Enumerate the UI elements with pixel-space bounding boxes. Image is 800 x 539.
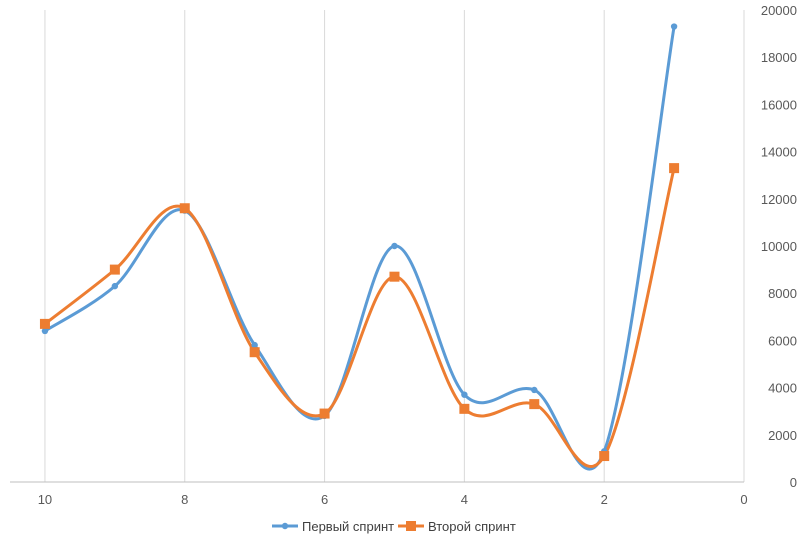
x-tick-label: 0 [740,492,747,507]
y-tick-label: 14000 [761,145,797,160]
legend-item-1: Первый спринт [272,519,394,534]
data-point-series-1 [391,242,398,250]
x-tick-label: 10 [38,492,52,507]
x-tick-labels: 10 8 6 4 2 0 [38,492,748,507]
data-point-series-2 [529,399,540,410]
data-point-series-1 [531,386,538,394]
data-point-series-2 [669,163,680,174]
y-tick-label: 16000 [761,97,797,112]
data-point-series-2 [459,403,470,414]
data-point-series-2 [389,271,400,282]
x-tick-label: 8 [181,492,188,507]
y-tick-label: 8000 [768,286,797,301]
y-tick-labels: 0 2000 4000 6000 8000 10000 12000 14000 16000 180… [761,3,797,490]
x-tick-label: 4 [461,492,468,507]
legend: Первый спринт Второй спринт [272,519,516,534]
series-lines [44,26,676,471]
y-tick-label: 12000 [761,192,797,207]
data-point-series-2 [249,347,260,358]
data-point-series-1 [41,327,49,335]
legend-item-2: Второй спринт [398,519,516,534]
data-point-series-2 [39,318,50,329]
y-tick-label: 18000 [761,50,797,65]
data-point-series-2 [109,264,120,275]
y-tick-label: 10000 [761,239,797,254]
data-point-series-2 [179,203,190,214]
x-tick-label: 6 [321,492,328,507]
data-point-series-1 [461,391,468,398]
data-point-series-1 [251,341,258,349]
legend-swatch-marker [281,522,289,530]
y-tick-label: 4000 [768,381,797,396]
y-tick-label: 6000 [768,333,797,348]
legend-label: Второй спринт [428,519,516,534]
series-markers [39,23,680,462]
y-tick-label: 2000 [768,428,797,443]
legend-label: Первый спринт [302,519,394,534]
data-point-series-2 [599,451,610,462]
y-tick-label: 20000 [761,3,797,18]
data-point-series-1 [111,282,119,290]
x-tick-label: 2 [601,492,608,507]
y-tick-label: 0 [790,475,797,490]
series-line-1 [44,26,676,471]
grid-lines [44,10,745,482]
legend-swatch-marker [406,521,416,531]
data-point-series-2 [319,408,330,419]
series-line-2 [44,167,676,468]
data-point-series-1 [670,23,678,30]
